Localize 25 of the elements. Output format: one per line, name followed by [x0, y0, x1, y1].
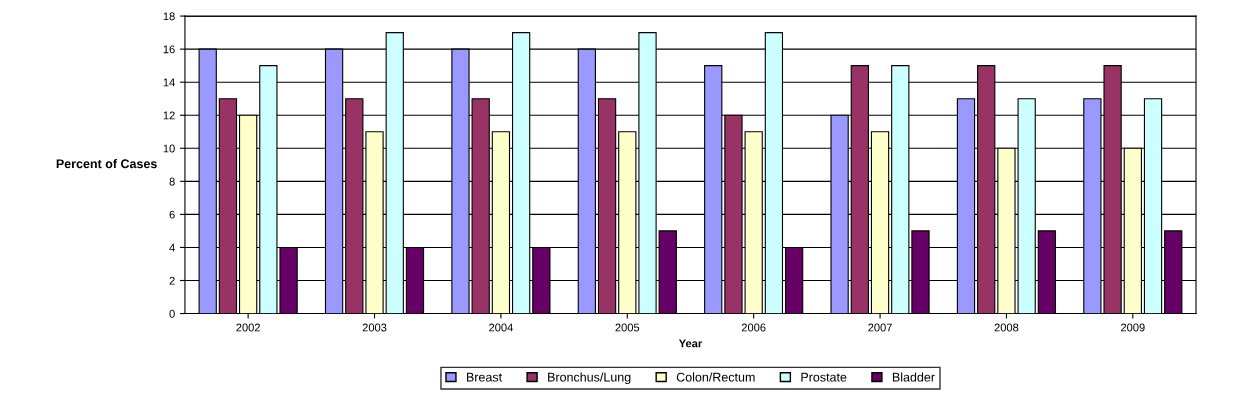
legend-label: Colon/Rectum: [676, 372, 755, 382]
y-tick-label: 18: [163, 12, 175, 21]
y-tick-label: 10: [163, 144, 175, 153]
x-tick-label: 2005: [615, 323, 640, 332]
legend-label: Bronchus/Lung: [548, 372, 631, 385]
y-tick-label: 8: [169, 177, 175, 186]
y-tick-label: 6: [169, 210, 175, 219]
x-tick-label: 2004: [489, 323, 513, 332]
y-tick-label: 12: [163, 111, 175, 120]
x-tick-label: 2002: [236, 323, 260, 332]
x-axis-title: Year: [678, 339, 703, 348]
y-tick-label: 16: [163, 45, 175, 54]
y-axis-title: Percent of Cases: [56, 158, 157, 169]
legend-label: Bladder: [892, 372, 935, 382]
y-tick-label: 0: [169, 309, 175, 318]
x-tick-label: 2006: [741, 323, 766, 332]
y-tick-label: 4: [169, 243, 175, 252]
x-tick-label: 2009: [1121, 323, 1145, 332]
x-tick-label: 2003: [362, 323, 387, 332]
legend-label: Breast: [466, 372, 502, 382]
y-tick-label: 2: [169, 276, 175, 285]
x-tick-label: 2008: [994, 323, 1019, 332]
legend-label: Prostate: [801, 372, 847, 382]
x-tick-label: 2007: [868, 323, 892, 332]
y-tick-label: 14: [163, 78, 175, 87]
